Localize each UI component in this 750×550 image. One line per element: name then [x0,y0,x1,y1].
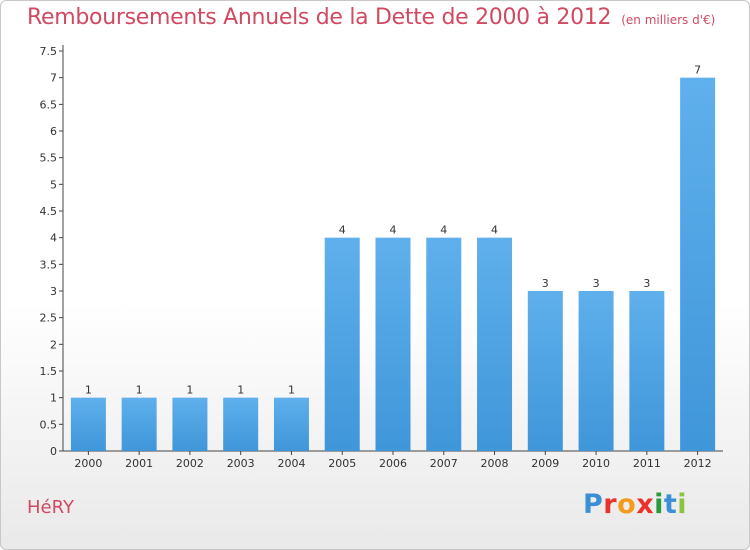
y-tick-label: 4.5 [40,205,58,218]
y-tick-label: 7.5 [40,45,58,58]
bar [477,237,513,451]
x-tick-label: 2010 [582,457,610,470]
y-tick-label: 3.5 [40,258,58,271]
chart-title: Remboursements Annuels de la Dette de 20… [27,5,715,30]
x-tick-label: 2006 [379,457,407,470]
x-tick-label: 2009 [531,457,559,470]
proxiti-logo: Proxiti [583,489,687,520]
x-tick-label: 2000 [74,457,102,470]
bar [324,237,360,451]
logo-letter: r [603,489,618,520]
x-tick-label: 2005 [328,457,356,470]
bar [426,237,462,451]
x-tick-label: 2012 [684,457,712,470]
x-tick-label: 2003 [227,457,255,470]
data-label: 1 [288,384,295,397]
x-tick-label: 2008 [481,457,509,470]
y-tick-label: 1.5 [40,365,58,378]
y-tick-label: 2 [50,338,57,351]
y-tick-label: 6 [50,125,57,138]
logo-letter: t [663,489,678,520]
y-tick-label: 2.5 [40,312,58,325]
data-label: 4 [440,224,447,237]
x-tick-label: 2004 [277,457,305,470]
bar [680,77,716,452]
chart-title-text: Remboursements Annuels de la Dette de 20… [27,5,612,30]
data-label: 3 [593,277,600,290]
logo-letter: o [617,489,637,520]
place-name: HéRY [27,497,74,518]
bar [527,291,563,451]
x-tick-label: 2002 [176,457,204,470]
logo-letter: P [583,489,604,520]
y-tick-label: 5.5 [40,152,58,165]
bar [273,397,309,451]
y-tick-label: 7 [50,72,57,85]
data-label: 1 [136,384,143,397]
data-label: 1 [186,384,193,397]
data-label: 3 [542,277,549,290]
logo-letter: i [654,489,664,520]
y-tick-label: 3 [50,285,57,298]
data-label: 7 [694,64,701,77]
bar [375,237,411,451]
data-label: 4 [390,224,397,237]
data-label: 4 [339,224,346,237]
y-tick-label: 5 [50,178,57,191]
data-label: 4 [491,224,498,237]
x-tick-label: 2007 [430,457,458,470]
logo-letter: i [677,489,688,520]
data-label: 1 [85,384,92,397]
y-tick-label: 0.5 [40,418,58,431]
bar [223,397,259,451]
logo-letter: x [636,489,655,520]
y-tick-label: 6.5 [40,98,58,111]
bar [629,291,665,451]
bar [70,397,106,451]
y-tick-label: 4 [50,232,57,245]
bar [172,397,208,451]
data-label: 1 [237,384,244,397]
bar [121,397,157,451]
bar [578,291,614,451]
x-tick-label: 2001 [125,457,153,470]
chart-subtitle: (en milliers d'€) [621,13,716,27]
y-tick-label: 1 [50,392,57,405]
y-tick-label: 0 [50,445,57,458]
x-tick-label: 2011 [633,457,661,470]
data-label: 3 [643,277,650,290]
